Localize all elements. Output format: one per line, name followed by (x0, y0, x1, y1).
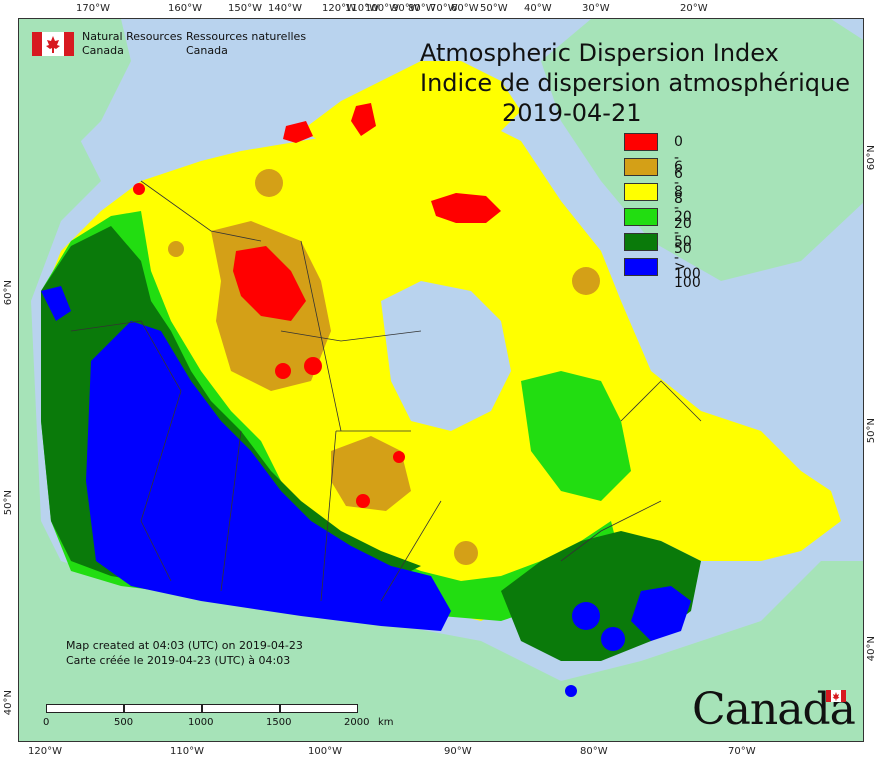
bottom-tick: 80°W (580, 746, 608, 757)
agency-en-line1: Natural Resources (82, 30, 183, 43)
zone-6-8-spot (454, 541, 478, 565)
zone-6-8-spot (168, 241, 184, 257)
map-title: Atmospheric Dispersion Index Indice de d… (420, 38, 850, 128)
bottom-tick: 120°W (28, 746, 62, 757)
scale-segment (46, 704, 124, 713)
right-tick: 60°N (866, 145, 877, 171)
zone-20-50-quebec (521, 371, 631, 501)
legend-swatch (624, 233, 658, 251)
alaska-north (19, 19, 131, 201)
zone-gt100-spot (572, 602, 600, 630)
zone-0-6-baffin (431, 193, 501, 223)
zone-gt100-spot (565, 685, 577, 697)
legend-swatch (624, 158, 658, 176)
agency-en-line2: Canada (82, 44, 124, 57)
title-date: 2019-04-21 (502, 99, 642, 127)
legend-label: 50 - 100 (674, 234, 701, 282)
scale-segment (202, 704, 280, 713)
creation-note-en: Map created at 04:03 (UTC) on 2019-04-23 (66, 639, 303, 652)
right-tick: 50°N (866, 418, 877, 444)
scale-label: 1000 (188, 717, 214, 728)
top-tick: 170°W (76, 3, 110, 14)
top-tick: 70°W (430, 3, 458, 14)
top-tick: 110°W (345, 3, 379, 14)
other-land (19, 19, 863, 741)
top-tick: 150°W (228, 3, 262, 14)
zone-0-6-spot (356, 494, 370, 508)
top-tick: 40°W (524, 3, 552, 14)
scale-label: 500 (114, 717, 134, 728)
legend-label: > 100 (674, 259, 701, 291)
title-fr: Indice de dispersion atmosphérique (420, 69, 851, 97)
zone-gt100-west (86, 321, 451, 631)
top-tick: 80°W (408, 3, 436, 14)
creation-note: Map created at 04:03 (UTC) on 2019-04-23… (66, 638, 303, 668)
legend-swatch (624, 183, 658, 201)
top-tick: 60°W (451, 3, 479, 14)
legend-label: 6 - 8 (674, 159, 683, 207)
dispersion-map (19, 19, 863, 741)
legend-label: 0 - 6 (674, 134, 683, 182)
top-tick: 100°W (365, 3, 399, 14)
zone-6-8-prairie (331, 436, 411, 511)
zone-0-6-north (233, 246, 306, 321)
bottom-tick: 100°W (308, 746, 342, 757)
agency-fr: Ressources naturelles Canada (186, 30, 306, 58)
zone-gt100-east (631, 586, 691, 641)
hudson-bay (381, 281, 511, 431)
province-borders (70, 180, 702, 602)
scale-segment (124, 704, 202, 713)
agency-fr-line1: Ressources naturelles (186, 30, 307, 43)
zone-0-6-arctic (283, 121, 313, 143)
wordmark-flag-icon (826, 690, 846, 702)
bottom-tick: 90°W (444, 746, 472, 757)
scale-unit: km (378, 717, 394, 728)
right-tick: 40°N (866, 636, 877, 662)
left-tick: 40°N (3, 690, 14, 716)
bottom-tick: 70°W (728, 746, 756, 757)
scale-label: 1500 (266, 717, 292, 728)
top-tick: 140°W (268, 3, 302, 14)
legend-swatch (624, 208, 658, 226)
agency-en: Natural Resources Canada (82, 30, 182, 58)
zone-gt100-spot (601, 627, 625, 651)
legend-label: 8 - 20 (674, 184, 692, 232)
left-tick: 60°N (3, 280, 14, 306)
bottom-tick: 110°W (170, 746, 204, 757)
title-en: Atmospheric Dispersion Index (420, 39, 779, 67)
zone-0-6-arctic (351, 103, 376, 136)
top-tick: 90°W (392, 3, 420, 14)
top-tick: 20°W (680, 3, 708, 14)
zone-6-8-spot (572, 267, 600, 295)
top-tick: 50°W (480, 3, 508, 14)
top-tick: 160°W (168, 3, 202, 14)
left-tick: 50°N (3, 490, 14, 516)
map-canvas (18, 18, 864, 742)
zone-gt100-coast (41, 286, 71, 321)
legend-swatch (624, 133, 658, 151)
scale-label: 2000 (344, 717, 370, 728)
zone-0-6-spot (393, 451, 405, 463)
zone-0-6-spot (133, 183, 145, 195)
legend-label: 20 - 50 (674, 209, 692, 257)
legend-swatch (624, 258, 658, 276)
top-tick: 30°W (582, 3, 610, 14)
creation-note-fr: Carte créée le 2019-04-23 (UTC) à 04:03 (66, 654, 291, 667)
zone-6-8-spot (255, 169, 283, 197)
scale-segment (280, 704, 358, 713)
agency-fr-line2: Canada (186, 44, 228, 57)
scale-bar: 0 500 1000 1500 2000 km (43, 704, 406, 734)
zone-0-6-spot (275, 363, 291, 379)
top-tick: 120°W (322, 3, 356, 14)
zone-0-6-spot (304, 357, 322, 375)
canada-flag-icon (32, 32, 74, 56)
greenland (541, 19, 863, 281)
scale-label: 0 (43, 717, 50, 728)
